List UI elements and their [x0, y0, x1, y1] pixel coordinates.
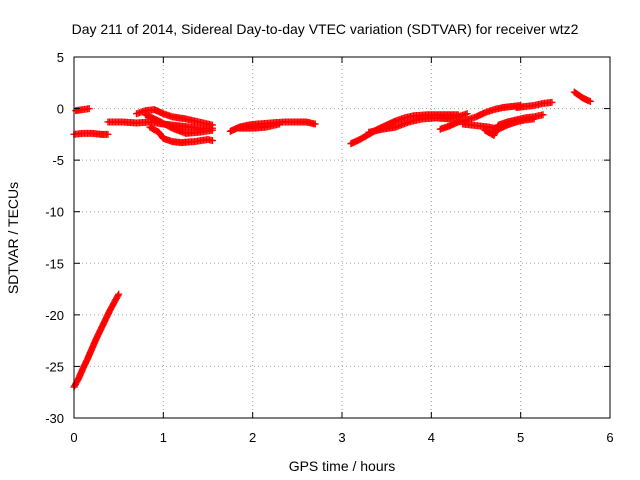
y-tick-label: -5	[52, 153, 64, 168]
data-point	[586, 97, 594, 105]
data-point	[208, 126, 216, 134]
data-points	[70, 88, 594, 391]
data-point	[114, 292, 122, 300]
x-tick-label: 2	[249, 430, 256, 445]
y-tick-label: -15	[45, 256, 64, 271]
data-point	[208, 137, 216, 145]
grid-layer	[74, 57, 610, 418]
data-point	[311, 120, 319, 128]
x-tick-label: 0	[70, 430, 77, 445]
data-point	[463, 110, 471, 118]
y-tick-label: -20	[45, 308, 64, 323]
tick-labels: 0 1 2 3 4 5 6 5 0 -5 -10 -15 -20 -25 -30	[45, 50, 613, 445]
data-point	[104, 130, 112, 138]
x-axis-label: GPS time / hours	[289, 458, 396, 474]
data-point	[275, 120, 283, 128]
data-point	[548, 98, 556, 106]
x-tick-label: 4	[428, 430, 435, 445]
data-point	[539, 111, 547, 119]
y-axis-label: SDTVAR / TECUs	[5, 182, 21, 294]
y-tick-label: -30	[45, 411, 64, 426]
x-tick-label: 3	[338, 430, 345, 445]
axis-ticks	[73, 56, 611, 419]
chart-title: Day 211 of 2014, Sidereal Day-to-day VTE…	[72, 21, 579, 37]
x-tick-label: 5	[517, 430, 524, 445]
y-tick-label: -10	[45, 205, 64, 220]
data-point	[115, 290, 123, 298]
y-tick-label: 0	[57, 102, 64, 117]
y-tick-label: -25	[45, 359, 64, 374]
y-tick-label: 5	[57, 50, 64, 65]
x-tick-label: 1	[160, 430, 167, 445]
x-tick-label: 6	[606, 430, 613, 445]
data-point	[85, 105, 93, 113]
